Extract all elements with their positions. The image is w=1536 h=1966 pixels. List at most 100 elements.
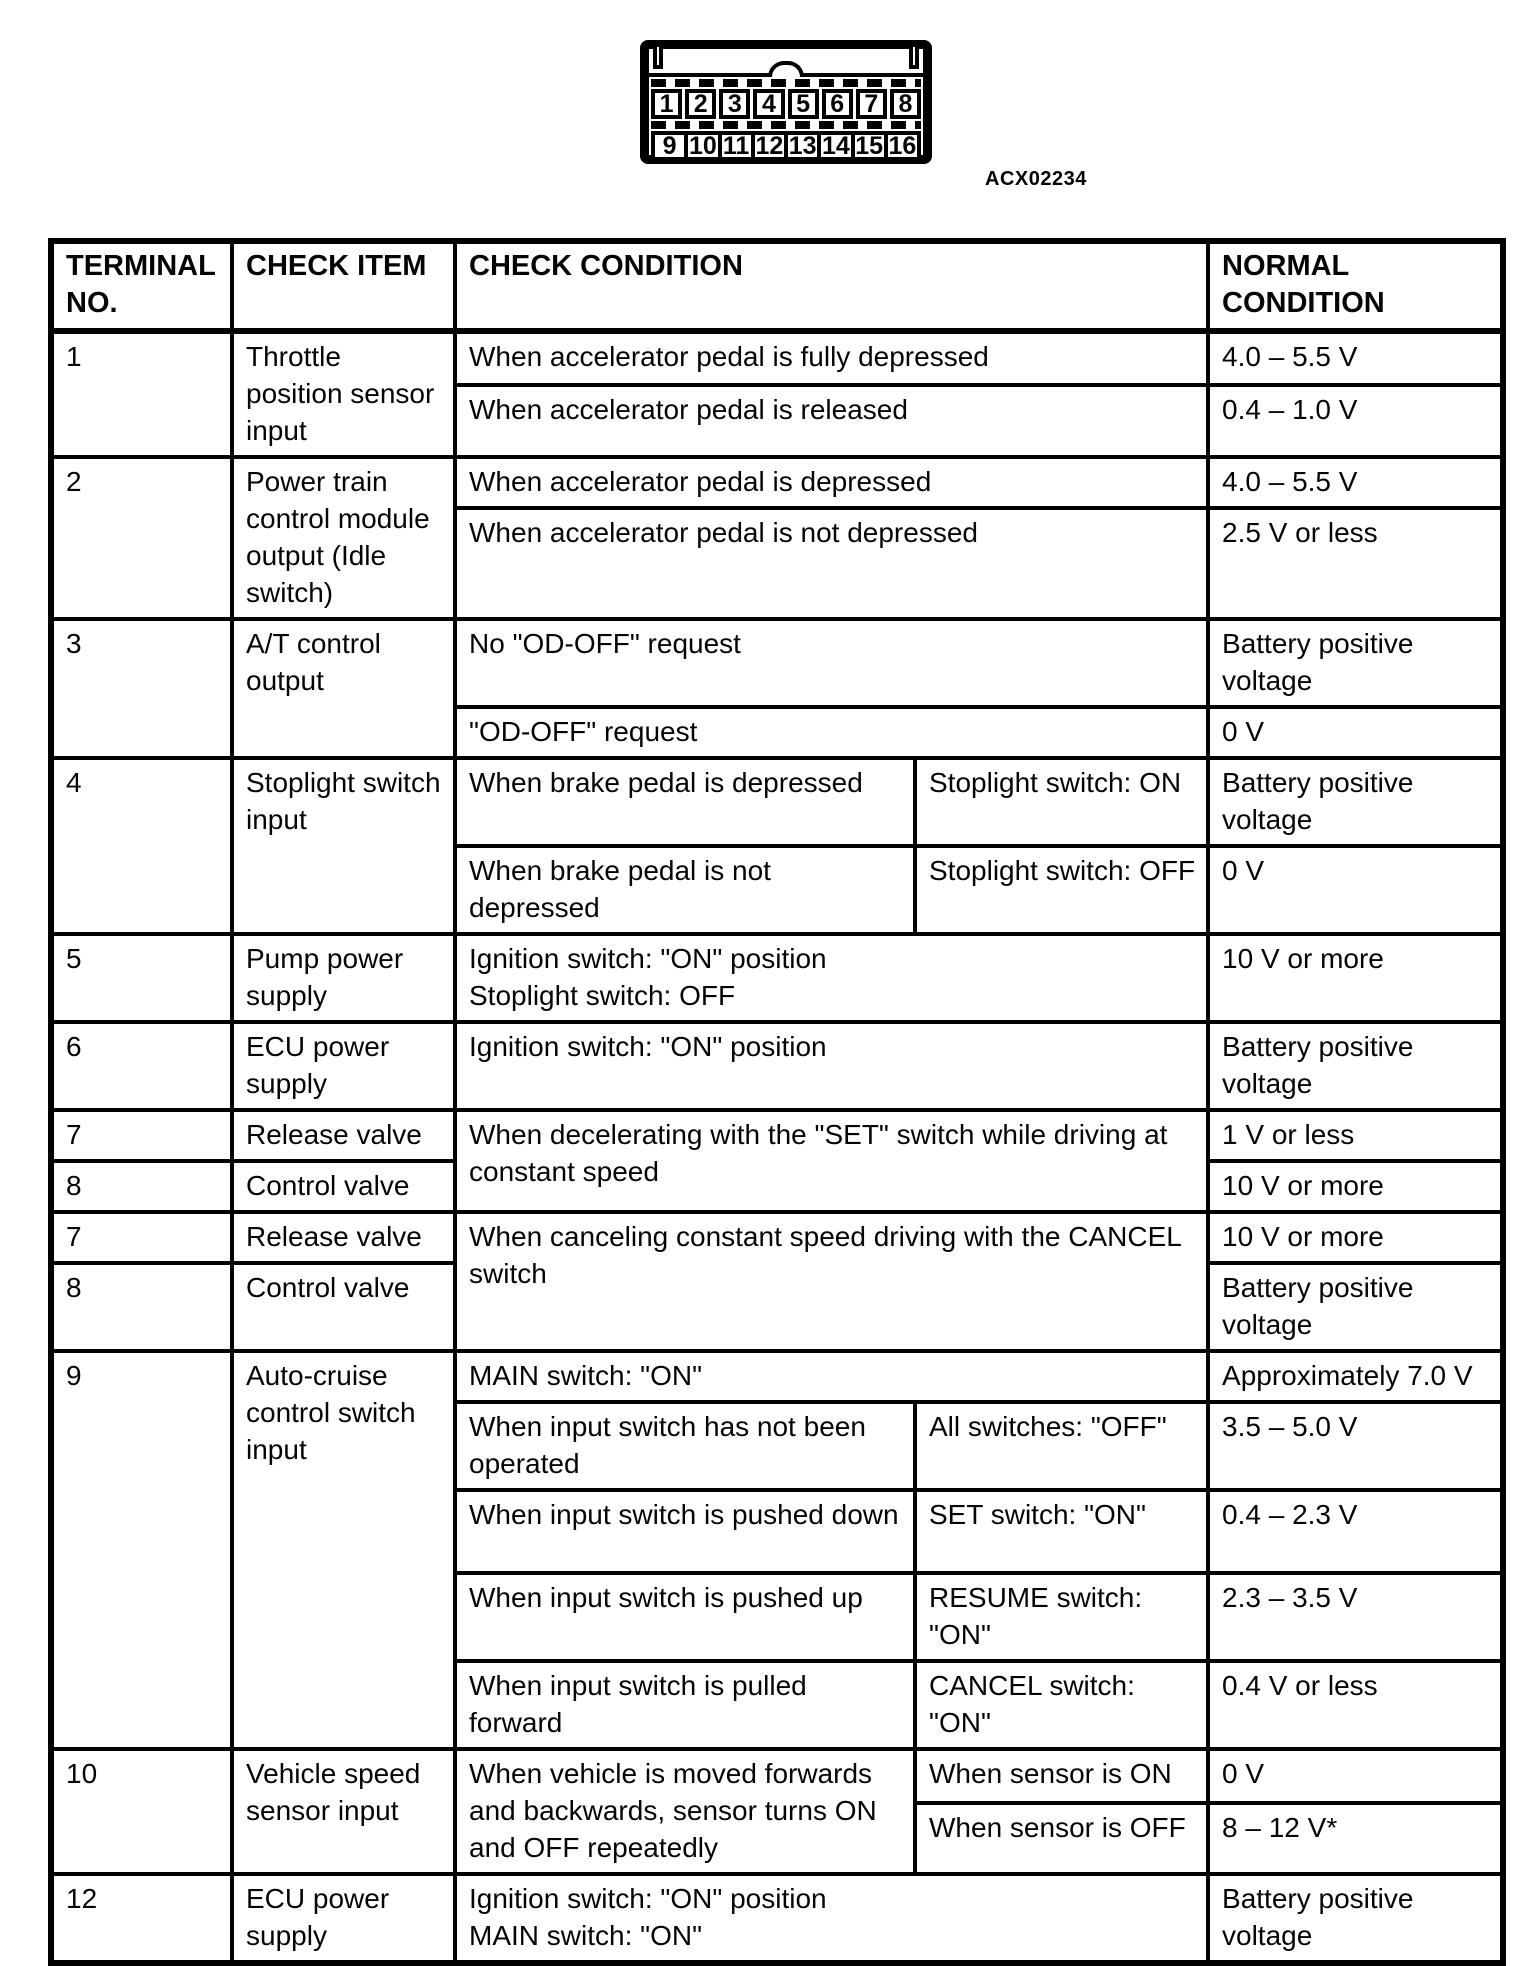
table-row: When input switch is pushed down SET swi… (51, 1488, 1506, 1575)
cell-terminal-no: 10 (49, 1747, 234, 1876)
cell-check-condition: When input switch is pushed up (453, 1571, 917, 1663)
cell-check-condition: When brake pedal is depressed (453, 756, 917, 848)
pin-15: 15 (850, 131, 888, 161)
cell-sub-condition: Stoplight switch: OFF (912, 844, 1211, 936)
connector-diagram: 1 2 3 4 5 6 7 8 9 10 11 12 13 14 15 16 (640, 40, 932, 164)
table-row: 12 ECU power supply Ignition switch: "ON… (49, 1872, 1506, 1965)
cell-check-item: Throttle position sensor input (230, 329, 457, 459)
cell-check-item: Control valve (230, 1261, 457, 1353)
cell-terminal-no: 2 (49, 455, 234, 621)
cell-normal-condition: 8 – 12 V* (1206, 1800, 1506, 1877)
cell-normal-condition: 0.4 – 2.3 V (1206, 1488, 1506, 1575)
cell-sub-condition: SET switch: "ON" (912, 1488, 1211, 1575)
table-row: 5 Pump power supply Ignition switch: "ON… (49, 932, 1506, 1024)
pin-10: 10 (684, 131, 722, 161)
pin-2: 2 (685, 89, 717, 119)
table-row: 6 ECU power supply Ignition switch: "ON"… (49, 1020, 1506, 1112)
col-header-check-item: CHECK ITEM (230, 239, 457, 334)
cell-check-item: Control valve (230, 1159, 457, 1214)
cell-sub-condition: CANCEL switch: "ON" (912, 1659, 1211, 1751)
cell-normal-condition: 0.4 – 1.0 V (1206, 382, 1506, 460)
cell-check-condition: "OD-OFF" request (452, 705, 1211, 760)
cell-terminal-no: 3 (49, 617, 234, 760)
cell-check-item: Auto-cruise control switch input (230, 1349, 457, 1751)
cell-sub-condition: When sensor is ON (912, 1747, 1211, 1805)
connector-right-tab (909, 47, 919, 69)
cell-normal-condition: 4.0 – 5.5 V (1206, 454, 1506, 511)
connector-center-lock-bump (768, 61, 804, 77)
table-row: When accelerator pedal is released 0.4 –… (51, 382, 1506, 460)
table-row: When input switch has not been operated … (51, 1400, 1506, 1492)
cell-check-condition: When brake pedal is not depressed (453, 844, 917, 936)
cell-terminal-no: 7 (49, 1210, 234, 1265)
cell-check-item: Vehicle speed sensor input (230, 1747, 457, 1876)
cell-check-item: Stoplight switch input (230, 756, 457, 936)
connector-pin-row-1: 1 2 3 4 5 6 7 8 (649, 89, 923, 119)
cell-sub-condition: RESUME switch: "ON" (912, 1571, 1211, 1663)
cell-sub-condition: Stoplight switch: ON (912, 756, 1211, 848)
cell-check-condition: MAIN switch: "ON" (452, 1349, 1211, 1404)
table-row: 3 A/T control output No "OD-OFF" request… (49, 617, 1506, 760)
cell-sub-condition: All switches: "OFF" (912, 1400, 1211, 1492)
cell-normal-condition: Battery positive voltage (1206, 1872, 1506, 1965)
cell-normal-condition: 2.5 V or less (1206, 506, 1506, 621)
cell-terminal-no: 4 (49, 756, 234, 936)
cell-check-condition: No "OD-OFF" request (452, 617, 1211, 709)
cell-terminal-no: 1 (49, 329, 234, 459)
table-row: 8 Control valve Battery positive voltage (49, 1261, 1506, 1353)
cell-normal-condition: Battery positive voltage (1206, 756, 1506, 848)
cell-check-condition: When accelerator pedal is released (452, 382, 1211, 460)
cell-terminal-no: 12 (49, 1872, 234, 1965)
pin-16: 16 (883, 131, 921, 161)
connector-pin-row-2: 9 10 11 12 13 14 15 16 (649, 131, 923, 161)
table-row: 1 Throttle position sensor input When ac… (49, 329, 1506, 459)
cell-normal-condition: Battery positive voltage (1206, 1020, 1506, 1112)
pin-7: 7 (855, 89, 887, 119)
cell-check-condition: When input switch is pushed down (453, 1488, 917, 1575)
cell-normal-condition: 10 V or more (1206, 1159, 1506, 1214)
cell-check-item: Power train control module output (Idle … (230, 455, 457, 621)
cell-normal-condition: 2.3 – 3.5 V (1206, 1571, 1506, 1663)
pin-5: 5 (787, 89, 819, 119)
table-row: 7 Release valve When decelerating with t… (49, 1108, 1506, 1214)
scanned-manual-page: 1 2 3 4 5 6 7 8 9 10 11 12 13 14 15 16 A… (48, 40, 1507, 1966)
cell-check-condition: When vehicle is moved forwards and backw… (453, 1747, 917, 1876)
cell-check-item: A/T control output (230, 617, 457, 760)
cell-normal-condition: 4.0 – 5.5 V (1206, 329, 1506, 387)
table-header-row: TERMINAL NO. CHECK ITEM CHECK CONDITION … (49, 239, 1506, 334)
table-row: 10 Vehicle speed sensor input When vehic… (49, 1747, 1506, 1876)
col-header-terminal-no: TERMINAL NO. (49, 239, 234, 334)
cell-check-condition: When decelerating with the "SET" switch … (452, 1108, 1211, 1214)
table-row: When brake pedal is not depressed Stopli… (51, 844, 1506, 936)
cell-normal-condition: 1 V or less (1206, 1108, 1506, 1163)
cell-check-condition: When accelerator pedal is not depressed (452, 506, 1211, 621)
connector-left-tab (653, 47, 663, 69)
pin-8: 8 (889, 89, 921, 119)
cell-check-condition: When input switch is pulled forward (453, 1659, 917, 1751)
table-row: When sensor is OFF 8 – 12 V* (51, 1800, 1506, 1877)
cell-check-item: Release valve (230, 1210, 457, 1265)
figure-code-label: ACX02234 (985, 168, 1087, 190)
cell-terminal-no: 7 (49, 1108, 234, 1163)
table-row: When input switch is pulled forward CANC… (51, 1659, 1506, 1751)
table-row: 2 Power train control module output (Idl… (49, 454, 1506, 621)
cell-check-condition: Ignition switch: "ON" position Stoplight… (452, 932, 1211, 1024)
cell-terminal-no: 9 (49, 1349, 234, 1751)
cell-terminal-no: 6 (49, 1020, 234, 1112)
cell-normal-condition: Approximately 7.0 V (1206, 1349, 1506, 1404)
connector-shell-top (649, 47, 923, 77)
table-row: "OD-OFF" request 0 V (51, 705, 1506, 760)
cell-check-item: ECU power supply (230, 1020, 457, 1112)
pin-11: 11 (717, 131, 755, 161)
cell-check-condition: When accelerator pedal is fully depresse… (452, 329, 1211, 387)
pin-12: 12 (750, 131, 788, 161)
cell-normal-condition: 0 V (1206, 1747, 1506, 1805)
cell-terminal-no: 8 (49, 1261, 234, 1353)
cell-normal-condition: 0.4 V or less (1206, 1659, 1506, 1751)
table-row: 8 Control valve 10 V or more (49, 1159, 1506, 1214)
pin-6: 6 (821, 89, 853, 119)
cell-normal-condition: Battery positive voltage (1206, 1261, 1506, 1353)
cell-normal-condition: 0 V (1206, 844, 1506, 936)
col-header-check-condition: CHECK CONDITION (452, 239, 1211, 334)
connector-hatch-strip (651, 121, 921, 129)
